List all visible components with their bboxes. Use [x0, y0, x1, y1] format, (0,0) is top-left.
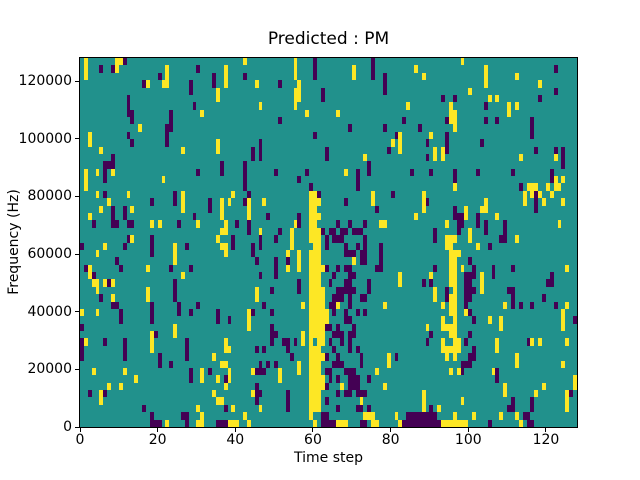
y-tick-mark [75, 368, 79, 370]
x-tick-label: 60 [304, 432, 322, 448]
x-tick-label: 80 [381, 432, 400, 448]
y-tick-label: 80000 [27, 188, 72, 205]
y-axis-label: Frequency (Hz) [6, 189, 22, 295]
x-axis-label: Time step [294, 450, 363, 466]
y-tick-label: 0 [63, 419, 72, 435]
x-tick-mark [467, 428, 469, 432]
y-tick-label: 60000 [27, 246, 72, 263]
x-tick-label: 120 [532, 432, 560, 448]
heatmap-canvas [80, 58, 577, 427]
x-tick-mark [234, 428, 236, 432]
y-tick-mark [75, 426, 79, 428]
y-tick-mark [75, 311, 79, 313]
y-tick-mark [75, 138, 79, 140]
y-tick-label: 40000 [27, 303, 72, 320]
x-tick-mark [545, 428, 547, 432]
plot-area [79, 57, 578, 428]
figure-title: Predicted : PM [267, 29, 390, 49]
y-tick-mark [75, 80, 79, 82]
x-tick-mark [312, 428, 314, 432]
x-tick-label: 100 [454, 432, 482, 448]
y-tick-label: 100000 [18, 130, 72, 147]
x-tick-label: 0 [75, 432, 85, 448]
x-tick-mark [157, 428, 159, 432]
y-tick-label: 20000 [27, 361, 72, 378]
y-tick-label: 120000 [18, 73, 72, 90]
y-tick-mark [75, 253, 79, 255]
x-tick-label: 40 [226, 432, 245, 448]
x-tick-mark [79, 428, 81, 432]
x-tick-label: 20 [148, 432, 167, 448]
y-tick-mark [75, 195, 79, 197]
x-tick-mark [390, 428, 392, 432]
